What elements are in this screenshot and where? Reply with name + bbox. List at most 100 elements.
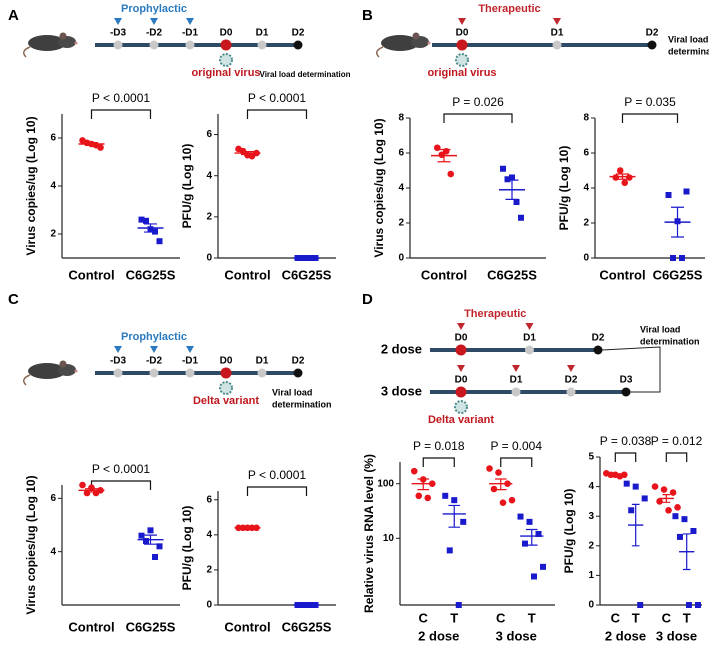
data-point — [415, 492, 423, 500]
p-value: P = 0.035 — [624, 95, 676, 109]
data-point — [410, 467, 418, 475]
x-tick-label: C — [496, 610, 506, 625]
day-dot — [220, 39, 232, 51]
y-tick-label: 0 — [206, 600, 212, 611]
data-point — [451, 497, 458, 504]
challenge-label: original virus — [427, 67, 496, 79]
day-label: D0 — [455, 375, 468, 386]
y-tick-label: 4 — [206, 170, 212, 181]
data-point — [517, 513, 524, 520]
day-label: -D3 — [110, 28, 127, 39]
virus-icon — [219, 53, 233, 67]
panel-letter: C — [8, 291, 19, 308]
mouse-tail — [23, 46, 31, 58]
dose-arrow — [150, 346, 158, 353]
p-value: P < 0.0001 — [92, 462, 150, 476]
data-point — [628, 507, 635, 514]
virus-icon — [454, 400, 468, 414]
mouse-body — [28, 363, 66, 379]
y-tick-label: 4 — [50, 546, 56, 557]
data-point — [455, 602, 462, 608]
error-bar — [448, 504, 461, 528]
data-point — [672, 513, 679, 520]
data-point — [447, 170, 455, 178]
day-dot — [293, 40, 303, 50]
virus-icon — [455, 53, 469, 67]
day-label: D1 — [510, 375, 523, 386]
error-bar — [682, 533, 691, 571]
y-tick-label: 0 — [206, 253, 212, 264]
mouse-body — [381, 35, 419, 51]
p-value: P < 0.0001 — [92, 91, 150, 105]
data-point — [660, 486, 668, 493]
y-tick-label: 5 — [588, 452, 594, 463]
y-axis-label: PFU/g (Log 10) — [557, 146, 571, 231]
y-tick-label: 2 — [398, 218, 404, 229]
data-point — [522, 540, 528, 547]
data-point — [681, 516, 688, 523]
day-label: -D1 — [182, 28, 199, 39]
readout-label: determination — [668, 46, 709, 56]
y-tick-label: 8 — [583, 113, 589, 124]
data-point — [637, 602, 644, 608]
data-point — [683, 188, 690, 195]
data-point — [665, 192, 672, 198]
data-point — [152, 554, 158, 560]
day-dot — [525, 345, 534, 355]
data-point — [540, 563, 546, 570]
y-tick-label: 10 — [383, 533, 395, 544]
x-tick-label: Control — [68, 619, 114, 634]
dose-arrow — [553, 18, 561, 25]
y-tick-label: 0 — [583, 253, 589, 264]
day-label: D2 — [565, 375, 578, 386]
x-tick-label: C6G25S — [487, 267, 537, 282]
data-point — [526, 518, 533, 525]
readout-label: Viral load — [668, 34, 708, 44]
y-tick-label: 6 — [206, 494, 212, 505]
day-label: D0 — [220, 356, 233, 367]
y-tick-label: 4 — [206, 529, 212, 540]
day-label: D2 — [292, 356, 305, 367]
significance-bracket — [500, 457, 533, 467]
readout-label: Viral load determination — [260, 70, 351, 79]
data-point — [490, 485, 498, 493]
readout-label: Viral load — [272, 387, 312, 397]
group-label: 3 dose — [656, 628, 697, 643]
x-tick-label: Control — [224, 619, 270, 634]
error-bar — [505, 179, 519, 200]
mouse-nose — [74, 41, 78, 45]
data-point — [138, 532, 145, 539]
mouse-ear — [59, 360, 67, 368]
y-tick-label: 2 — [206, 211, 212, 222]
data-point — [79, 481, 86, 489]
p-value: P < 0.0001 — [248, 468, 306, 482]
x-tick-label: C6G25S — [653, 267, 703, 282]
x-tick-label: T — [683, 610, 691, 625]
y-tick-label: 6 — [398, 148, 404, 159]
y-axis-label: Relative virus RNA level (%) — [362, 454, 376, 613]
significance-bracket — [443, 113, 513, 123]
data-point — [500, 165, 506, 172]
data-point — [632, 483, 639, 490]
treatment-label: Therapeutic — [478, 3, 540, 15]
y-tick-label: 4 — [50, 181, 56, 192]
day-label: -D1 — [182, 356, 199, 367]
day-label: D1 — [256, 28, 269, 39]
x-tick-label: Control — [599, 267, 645, 282]
data-point — [446, 547, 453, 554]
significance-bracket — [665, 452, 688, 462]
data-point — [665, 506, 672, 514]
error-bar — [144, 534, 157, 545]
error-bar — [662, 493, 671, 503]
data-point — [509, 174, 515, 181]
dose-arrow — [525, 323, 534, 330]
error-bar — [417, 478, 430, 491]
error-bar — [611, 473, 620, 476]
data-point — [690, 528, 697, 534]
day-dot — [647, 40, 657, 50]
data-point — [535, 530, 542, 537]
y-tick-label: 100 — [377, 478, 394, 489]
dose-arrow — [512, 365, 520, 372]
error-bar — [671, 206, 684, 238]
